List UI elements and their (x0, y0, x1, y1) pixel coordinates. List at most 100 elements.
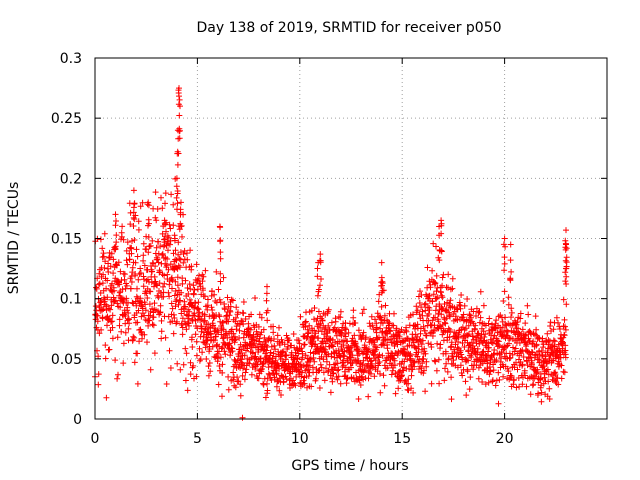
data-point (422, 300, 429, 307)
data-point (473, 305, 480, 312)
data-point (248, 311, 255, 318)
data-point (379, 287, 386, 294)
data-point (523, 341, 530, 348)
data-point (359, 361, 366, 368)
data-point (202, 325, 209, 332)
data-point (384, 364, 391, 371)
data-point (225, 373, 232, 380)
data-point (425, 311, 432, 317)
data-point (493, 377, 500, 384)
data-point (311, 305, 318, 311)
data-point (217, 255, 224, 262)
data-point (535, 390, 542, 397)
data-point (378, 259, 385, 266)
x-tick-label: 10 (291, 431, 309, 447)
data-point (152, 278, 159, 285)
data-point (122, 313, 129, 319)
data-point (215, 381, 222, 388)
data-point (406, 337, 413, 344)
data-point (114, 375, 121, 382)
data-point (263, 290, 270, 297)
data-point (113, 218, 119, 224)
data-point (370, 351, 377, 358)
data-point (131, 201, 138, 207)
data-point (217, 270, 224, 277)
data-point (199, 278, 206, 285)
data-point (170, 330, 177, 337)
data-point (165, 247, 171, 254)
data-point (317, 361, 324, 368)
data-point (202, 267, 209, 274)
data-point (180, 251, 187, 257)
data-point (555, 358, 562, 365)
data-point (205, 363, 212, 370)
y-tick-labels: 0 0.05 0.1 0.15 0.2 0.25 0.3 (51, 51, 82, 428)
data-point (508, 305, 515, 312)
data-point (298, 345, 305, 352)
data-point (563, 273, 570, 280)
data-point (443, 360, 450, 367)
data-point (219, 393, 225, 400)
data-point (248, 354, 255, 361)
data-point (239, 372, 246, 379)
data-point (495, 369, 502, 376)
data-point (270, 329, 277, 336)
data-point (182, 377, 189, 384)
data-point (205, 372, 212, 379)
data-point (119, 223, 126, 230)
data-point (185, 291, 192, 297)
data-point (390, 322, 397, 329)
data-point (514, 319, 521, 325)
data-point (236, 321, 243, 328)
data-point (335, 366, 342, 373)
data-point (105, 260, 112, 267)
y-tick-label: 0.1 (60, 292, 82, 308)
data-point (144, 339, 150, 346)
data-point (186, 322, 192, 329)
data-point (176, 112, 183, 119)
data-point (205, 296, 211, 303)
data-point (122, 329, 129, 336)
data-point (255, 375, 262, 382)
data-point (126, 320, 133, 327)
data-point (379, 352, 386, 359)
data-point (465, 357, 472, 364)
data-point (97, 236, 104, 243)
data-point (104, 294, 111, 301)
data-point (240, 299, 247, 305)
data-point (134, 285, 140, 292)
data-point (131, 237, 138, 243)
data-point (157, 309, 164, 316)
data-point (454, 317, 461, 323)
data-point (168, 191, 175, 198)
data-point (475, 375, 482, 382)
data-point (378, 303, 385, 310)
data-point (308, 307, 315, 314)
data-point (177, 211, 184, 218)
data-point (337, 380, 344, 387)
data-point (193, 352, 200, 359)
data-point (470, 366, 477, 373)
data-point (447, 313, 453, 320)
data-point (260, 381, 267, 388)
data-point (238, 317, 245, 324)
data-point (410, 311, 416, 318)
data-point (153, 281, 160, 288)
data-point (175, 301, 182, 308)
data-point (101, 265, 108, 271)
data-point (160, 283, 166, 290)
data-point (298, 373, 305, 380)
data-point (372, 357, 379, 364)
data-point (375, 362, 382, 369)
data-point (371, 339, 378, 346)
data-point (438, 292, 445, 299)
data-point (173, 194, 180, 201)
data-point (508, 373, 515, 379)
data-point (106, 346, 113, 353)
data-point (439, 282, 446, 289)
data-point (182, 345, 189, 352)
data-point (546, 385, 553, 392)
data-point (307, 355, 314, 362)
data-point (477, 288, 484, 295)
data-point (544, 330, 551, 337)
